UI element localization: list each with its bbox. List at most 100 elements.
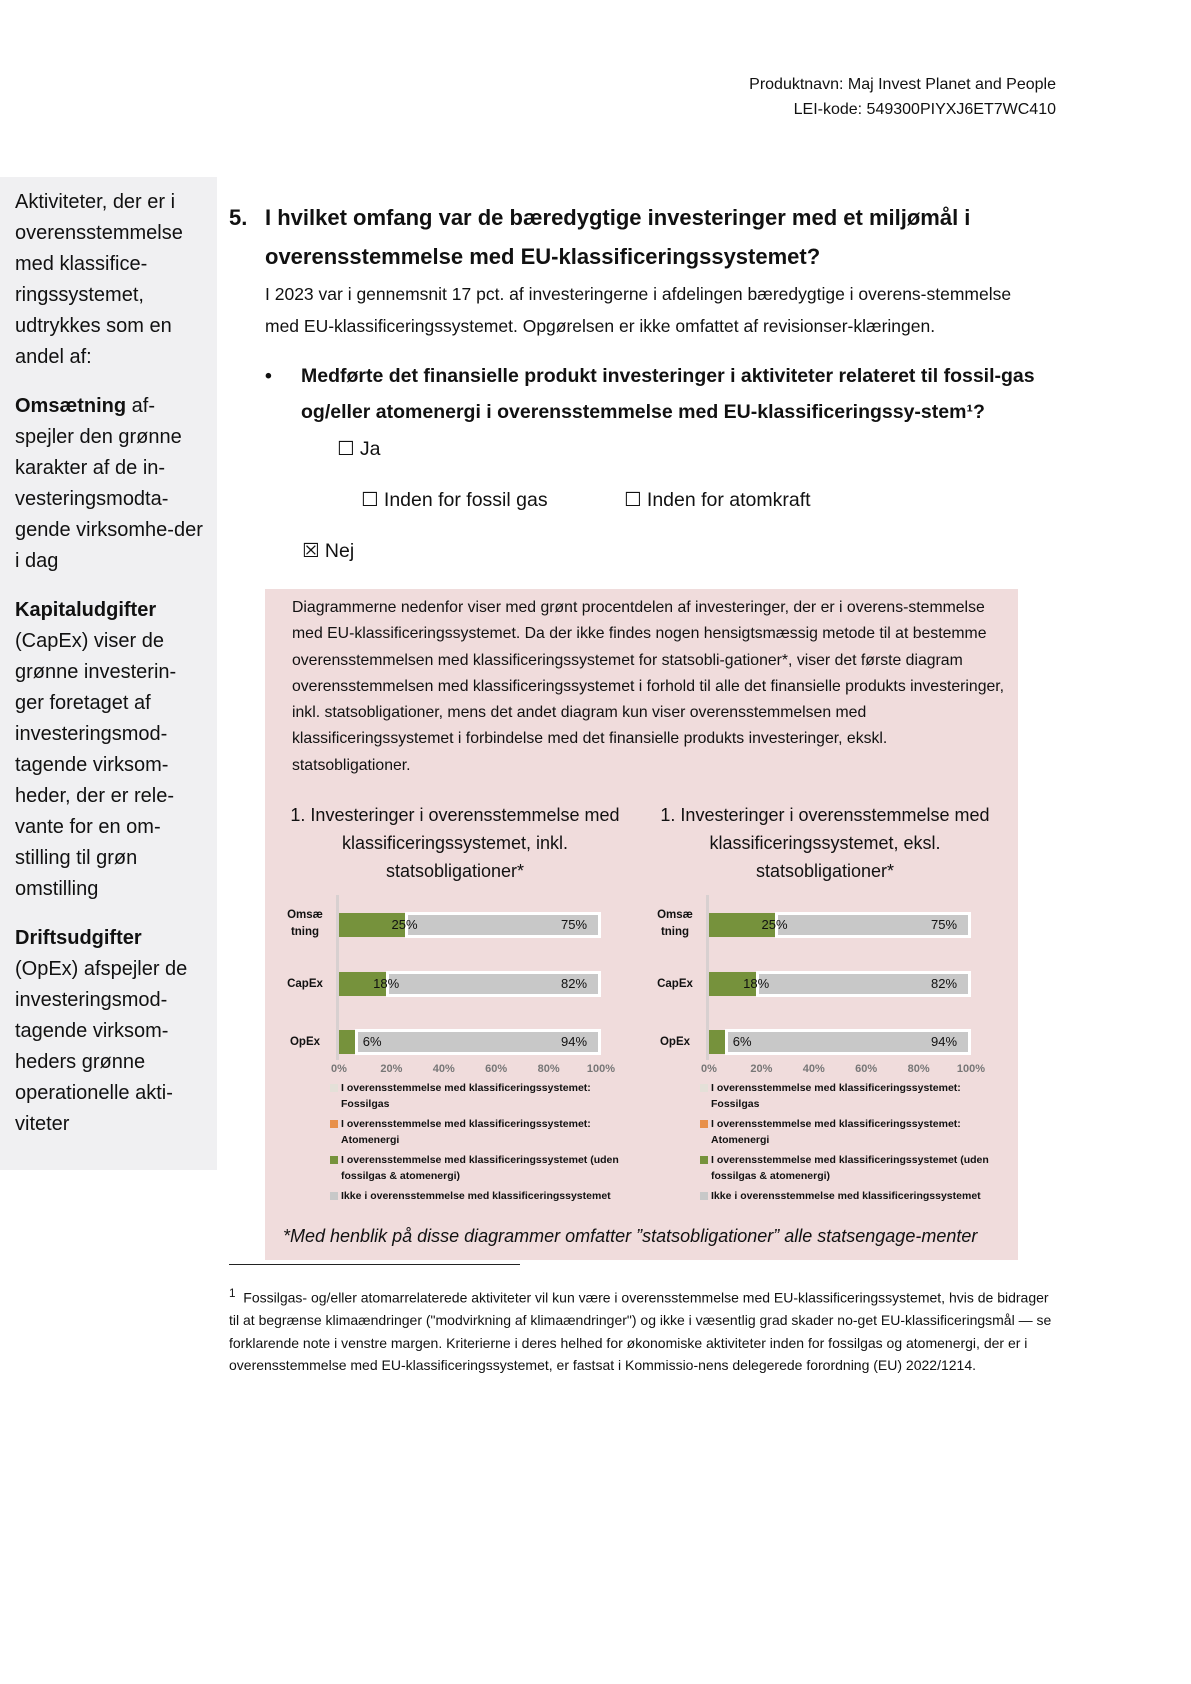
legend-swatch (700, 1120, 708, 1129)
legend-label: I overensstemmelse med klassificeringssy… (711, 1082, 961, 1111)
x-tick-label: 20% (750, 1063, 773, 1076)
bar-green (339, 972, 387, 997)
category-label: OpEx (659, 1036, 691, 1049)
plot-area: Omsæ tning 25% 75% CapEx 18% 82% OpEx 6% 94% 0% 20… (275, 895, 635, 1080)
main-content: 5. I hvilket omfang var de bæredygtige i… (229, 198, 1079, 1377)
bar-green (339, 913, 405, 938)
option-label: Nej (324, 540, 355, 562)
sidebar-margin-note: Aktiviteter, der er i overensstemmelse m… (0, 177, 217, 1170)
data-label: 75% (561, 917, 588, 933)
data-label: 18% (743, 976, 770, 992)
data-label: 6% (732, 1034, 752, 1050)
x-tick-label: 0% (701, 1063, 717, 1076)
checkbox-icon[interactable]: ☐ (337, 438, 355, 460)
option-row-sub: ☐ Inden for fossil gas ☐ Inden for atomkr… (361, 487, 1079, 513)
footnote-divider (229, 1264, 520, 1266)
category-label: OpEx (289, 1036, 321, 1049)
product-name: Produktnavn: Maj Invest Planet and Peopl… (749, 76, 1056, 93)
footnote: 1 Fossilgas- og/eller atomarrelaterede a… (229, 1283, 1059, 1377)
x-tick-label: 60% (485, 1063, 508, 1076)
sidebar-item-capex: Kapitaludgifter (CapEx) viser de grønne … (15, 595, 205, 905)
bar-grey (774, 912, 971, 939)
data-label: 94% (561, 1034, 588, 1050)
bar-grey (404, 912, 601, 939)
legend-label: Ikke i overensstemmelse med klassificeri… (711, 1190, 981, 1203)
lei-code: LEI-kode: 549300PIYXJ6ET7WC410 (793, 101, 1056, 118)
legend-label: I overensstemmelse med klassificeringssy… (711, 1154, 989, 1183)
option-nej[interactable]: ☒ Nej (302, 538, 354, 564)
question-intro: I 2023 var i gennemsnit 17 pct. af inves… (265, 284, 1012, 336)
x-tick-label: 20% (380, 1063, 403, 1076)
legend-swatch (700, 1084, 708, 1093)
legend: I overensstemmelse med klassificeringssy… (330, 1080, 629, 1204)
definition: af-spejler den grønne karakter af de in-… (15, 395, 203, 572)
option-label: Inden for atomkraft (646, 489, 811, 511)
legend-label: I overensstemmelse med klassificeringssy… (341, 1082, 591, 1111)
data-label: 82% (931, 976, 958, 992)
x-tick-label: 60% (855, 1063, 878, 1076)
option-atomkraft[interactable]: ☐ Inden for atomkraft (624, 487, 811, 513)
checkbox-icon[interactable]: ☐ (624, 489, 642, 511)
legend-item: I overensstemmelse med klassificeringssy… (700, 1152, 999, 1184)
category-label: Omsæ tning (657, 909, 693, 939)
question-heading: 5. I hvilket omfang var de bæredygtige i… (229, 198, 1029, 276)
bullet-text: Medførte det finansielle produkt investe… (301, 365, 1035, 423)
question-number: 5. (229, 205, 248, 230)
legend-label: I overensstemmelse med klassificeringssy… (341, 1154, 619, 1183)
definition: (OpEx) afspejler de investeringsmod-tage… (15, 958, 188, 1135)
x-tick-label: 80% (907, 1063, 930, 1076)
bar-grey (354, 1029, 601, 1056)
category-label: CapEx (657, 978, 693, 991)
legend-item: Ikke i overensstemmelse med klassificeri… (330, 1188, 629, 1204)
checked-checkbox-icon[interactable]: ☒ (302, 540, 320, 562)
legend-swatch (700, 1192, 708, 1201)
sidebar-item-opex: Driftsudgifter (OpEx) afspejler de inves… (15, 923, 205, 1140)
sidebar-item-omsaetning: Omsætning af-spejler den grønne karakter… (15, 391, 205, 577)
legend-item: I overensstemmelse med klassificeringssy… (700, 1116, 999, 1148)
chart-title: 1. Investeringer i overensstemmelse med … (660, 805, 990, 882)
bar-grey (756, 971, 971, 998)
option-label: Ja (359, 438, 381, 460)
bar-grey (386, 971, 601, 998)
x-tick-label: 40% (432, 1063, 455, 1076)
legend-swatch (330, 1156, 338, 1165)
data-label: 94% (931, 1034, 958, 1050)
legend-swatch (330, 1192, 338, 1201)
term: Kapitaludgifter (15, 599, 157, 621)
legend-item: I overensstemmelse med klassificeringssy… (330, 1116, 629, 1148)
option-ja[interactable]: ☐ Ja (337, 436, 381, 462)
x-tick-label: 0% (331, 1063, 347, 1076)
category-label: CapEx (287, 978, 323, 991)
info-box-text: Diagrammerne nedenfor viser med grønt pr… (292, 599, 1005, 774)
legend-label: Ikke i overensstemmelse med klassificeri… (341, 1190, 611, 1203)
legend-swatch (330, 1120, 338, 1129)
legend: I overensstemmelse med klassificeringssy… (700, 1080, 999, 1204)
footnote-marker: 1 (229, 1287, 236, 1301)
bar-green (339, 1030, 355, 1055)
charts-row: 1. Investeringer i overensstemmelse med … (275, 801, 1004, 1208)
data-label: 18% (373, 976, 400, 992)
chart-1: 1. Investeringer i overensstemmelse med … (275, 801, 635, 1208)
legend-label: I overensstemmelse med klassificeringssy… (711, 1118, 961, 1147)
option-fossil-gas[interactable]: ☐ Inden for fossil gas (361, 487, 624, 513)
option-row-ja: ☐ Ja (337, 436, 1079, 462)
option-label: Inden for fossil gas (383, 489, 548, 511)
data-label: 6% (362, 1034, 382, 1050)
plot-area: Omsæ tning 25% 75% CapEx 18% 82% OpEx 6% 94% 0% 20… (645, 895, 1005, 1080)
bar-green (709, 972, 757, 997)
legend-swatch (330, 1084, 338, 1093)
checkbox-icon[interactable]: ☐ (361, 489, 379, 511)
category-label: Omsæ tning (287, 909, 323, 939)
x-tick-label: 100% (586, 1063, 616, 1076)
x-tick-label: 80% (537, 1063, 560, 1076)
footnote-text: Fossilgas- og/eller atomarrelaterede akt… (229, 1289, 1052, 1374)
bar-green (709, 913, 775, 938)
legend-item: I overensstemmelse med klassificeringssy… (700, 1080, 999, 1112)
legend-swatch (700, 1156, 708, 1165)
data-label: 25% (391, 917, 418, 933)
chart-2: 1. Investeringer i overensstemmelse med … (645, 801, 1005, 1208)
bullet-marker: • (265, 365, 272, 387)
info-box: Diagrammerne nedenfor viser med grønt pr… (265, 589, 1018, 1261)
x-tick-label: 40% (802, 1063, 825, 1076)
x-tick-label: 100% (956, 1063, 986, 1076)
